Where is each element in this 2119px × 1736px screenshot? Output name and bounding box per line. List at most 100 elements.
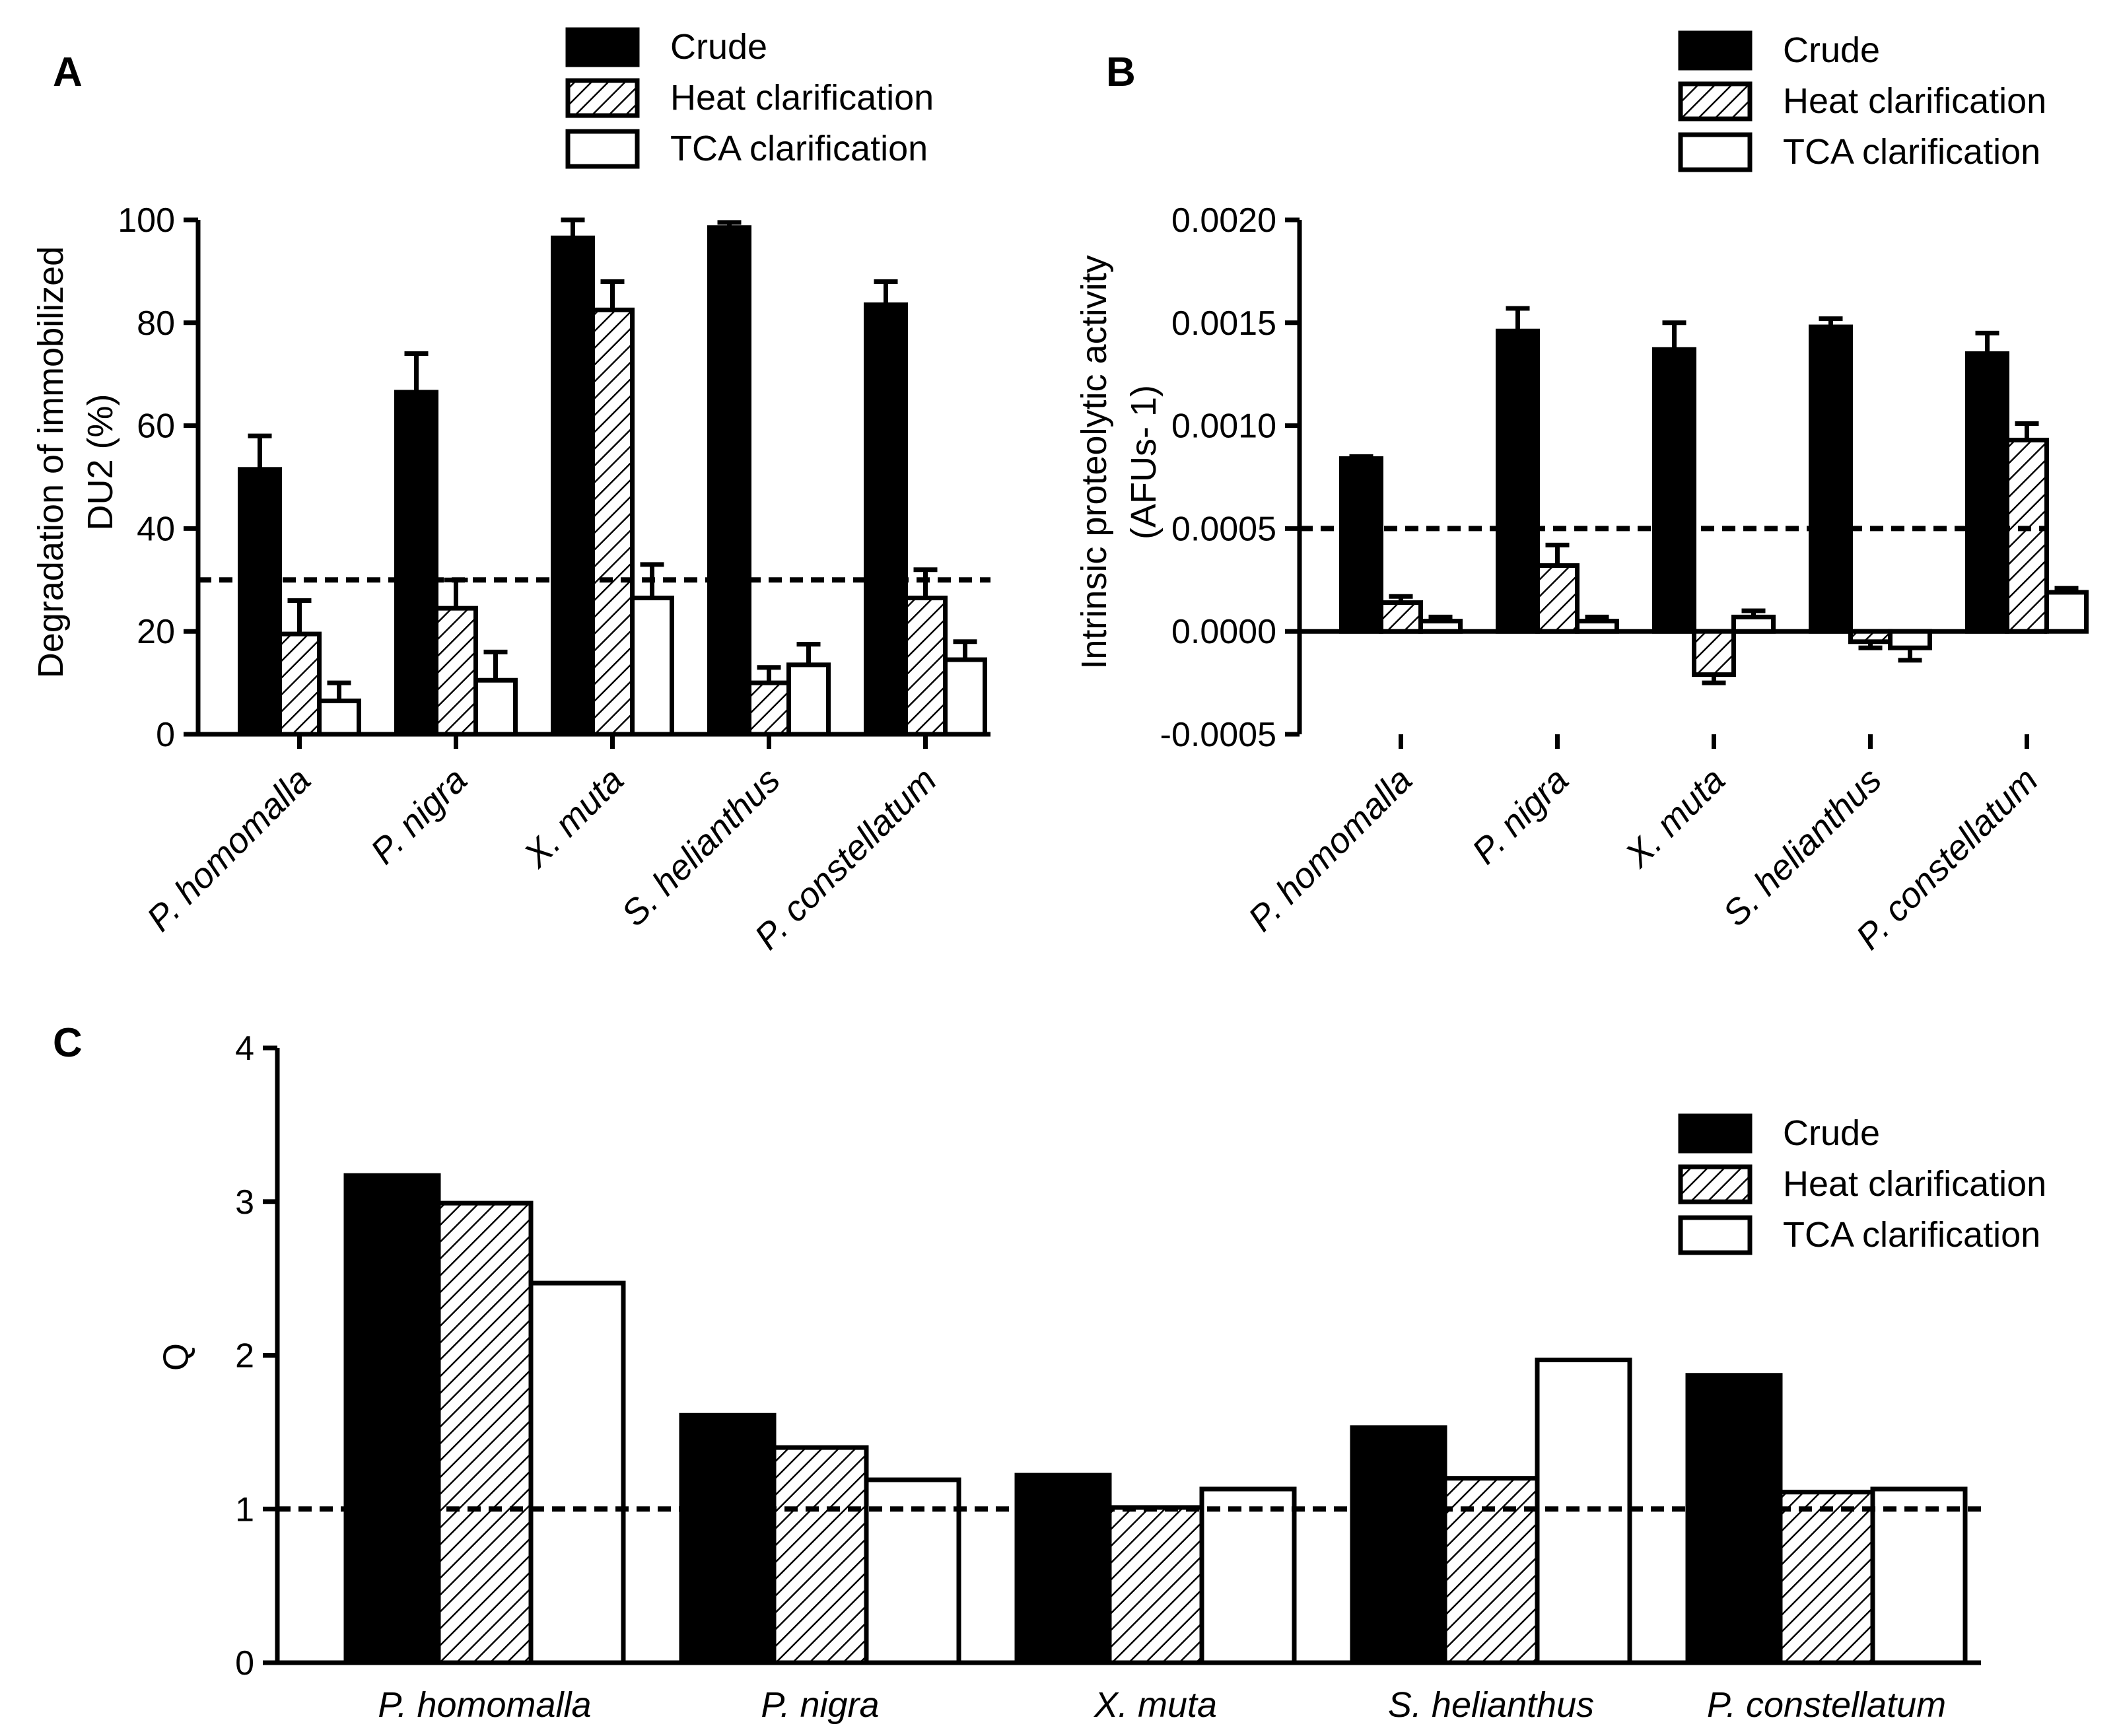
panel-c-category-label: S. helianthus	[1388, 1685, 1594, 1725]
panel-b-plot-area: -0.0005 0.0000 0.0005 0.0010 0.0015 0.0020 P. …	[1160, 201, 2089, 957]
panel-c-bar-crude-s-helianthus	[1350, 1425, 1447, 1665]
panel-c-bar-tca-clarification-p-homomalla	[528, 1280, 626, 1665]
panel-b-legend-swatch-heat-clarification	[1678, 81, 1753, 122]
panel-b-bar-crude-s-helianthus	[1809, 324, 1853, 634]
panel-a-y-tick-label: 60	[137, 407, 175, 446]
panel-a-y-axis-title-line: Degradation of immobilized	[31, 246, 71, 678]
panel-a-bar-crude-p-nigra	[394, 390, 438, 737]
panel-a-plot-area: 0 20 40 60 80 100 P. homomalla P. nigra X. mutaS…	[118, 201, 990, 957]
panel-b-chart: B Crude Heat clarification TCA clarificati…	[1074, 30, 2089, 957]
panel-c-chart: C Crude Heat clarification TCA clarificati…	[53, 1020, 2046, 1725]
panel-c-legend-swatch-heat-clarification	[1678, 1164, 1753, 1204]
panel-b-bar-tca-clarification-x-muta	[1731, 614, 1776, 634]
panel-b-y-tick-label: 0.0015	[1171, 304, 1276, 343]
panel-a-bar-crude-p-constellatum	[864, 302, 908, 737]
panel-a-bar-crude-p-homomalla	[238, 467, 282, 737]
panel-b-legend-swatch-crude	[1678, 30, 1753, 71]
panel-a-bar-tca-clarification-s-helianthus	[786, 662, 831, 737]
panel-c-category-label: P. constellatum	[1707, 1685, 1946, 1725]
panel-c-bar-crude-x-muta	[1014, 1473, 1112, 1665]
panel-c-label: C	[53, 1020, 83, 1066]
panel-c-category-label: P. nigra	[761, 1685, 879, 1725]
panel-a-chart: A Crude Heat clarification TCA clarificati…	[31, 27, 990, 957]
panel-b-category-label: P. nigra	[1465, 760, 1576, 872]
panel-b-bar-tca-clarification-p-homomalla	[1418, 619, 1463, 634]
panel-a-bar-heat-clarification-p-nigra	[434, 606, 478, 737]
panel-c-category-label: X. muta	[1093, 1685, 1217, 1725]
panel-b-bar-heat-clarification-s-helianthus	[1848, 629, 1893, 644]
panel-c-bar-crude-p-constellatum	[1685, 1373, 1783, 1665]
panel-b-y-axis-title: Intrinsic proteolytic activity (AFUs- 1)	[1074, 255, 1164, 669]
panel-c-bar-tca-clarification-p-constellatum	[1870, 1486, 1968, 1665]
panel-c-bar-heat-clarification-p-constellatum	[1778, 1490, 1875, 1665]
panel-c-bar-heat-clarification-p-homomalla	[436, 1200, 534, 1665]
panel-b-bar-crude-p-constellatum	[1965, 351, 2009, 634]
panel-b-y-tick-label: 0.0020	[1171, 201, 1276, 240]
panel-a-legend-swatch-tca-clarification	[565, 129, 640, 169]
panel-a-y-tick-label: 80	[137, 304, 175, 343]
panel-b-bar-tca-clarification-s-helianthus	[1888, 629, 1932, 650]
panel-c-y-axis-title: Q	[156, 1343, 196, 1371]
panel-a-category-label: S. helianthus	[614, 760, 788, 934]
panel-a-y-axis-title-line: DU2 (%)	[81, 394, 120, 530]
panel-b-y-tick-label: -0.0005	[1160, 716, 1276, 754]
panel-b-bar-heat-clarification-x-muta	[1692, 629, 1736, 677]
panel-b-bar-heat-clarification-p-homomalla	[1379, 600, 1423, 634]
panel-c-legend-label-crude: Crude	[1783, 1113, 1880, 1153]
panel-b-y-tick-label: 0.0000	[1171, 613, 1276, 651]
panel-a-bar-heat-clarification-s-helianthus	[747, 680, 791, 737]
panel-b-bar-heat-clarification-p-nigra	[1535, 563, 1580, 634]
panel-c-legend-label-tca-clarification: TCA clarification	[1783, 1215, 2040, 1255]
panel-c-y-axis-title: Q	[156, 1343, 196, 1371]
panel-c-legend-swatch-tca-clarification	[1678, 1215, 1753, 1255]
panel-a-bar-heat-clarification-p-homomalla	[277, 631, 322, 737]
panel-c-bar-crude-p-nigra	[679, 1412, 777, 1665]
panel-c-bar-crude-p-homomalla	[343, 1173, 441, 1665]
panel-a-bar-crude-s-helianthus	[707, 225, 751, 737]
panel-b-bar-tca-clarification-p-constellatum	[2044, 590, 2089, 634]
panel-b-bar-tca-clarification-p-nigra	[1575, 619, 1619, 634]
panel-a-bar-crude-x-muta	[551, 235, 595, 737]
panel-b-category-label: S. helianthus	[1716, 760, 1889, 934]
panel-b-label: B	[1106, 50, 1136, 95]
panel-b-legend-swatch-tca-clarification	[1678, 132, 1753, 172]
panel-a-bar-tca-clarification-x-muta	[630, 596, 674, 737]
panel-b-legend-label-heat-clarification: Heat clarification	[1783, 81, 2046, 121]
panel-a-category-label: P. homomalla	[139, 760, 318, 939]
panel-c-legend-swatch-crude	[1678, 1113, 1753, 1154]
panel-a-bar-heat-clarification-x-muta	[590, 307, 635, 737]
panel-c-y-tick-label: 3	[235, 1183, 254, 1222]
panel-a-category-label: P. nigra	[363, 760, 475, 872]
panel-a-bar-tca-clarification-p-nigra	[473, 677, 518, 737]
panel-b-legend-label-crude: Crude	[1783, 30, 1880, 70]
panel-c-y-tick-label: 2	[235, 1337, 254, 1375]
panel-c-y-tick-label: 4	[235, 1029, 254, 1068]
panel-c-category-label: P. homomalla	[378, 1685, 591, 1725]
panel-b-bar-heat-clarification-p-constellatum	[2005, 437, 2049, 634]
panel-a-legend-swatch-heat-clarification	[565, 78, 640, 118]
panel-c-bar-tca-clarification-x-muta	[1199, 1486, 1297, 1665]
panel-b-y-axis-title-line: Intrinsic proteolytic activity	[1074, 255, 1114, 669]
panel-c-plot-area: 0 1 2 3 4 P. homomalla P. nigra X. muta S. helia…	[235, 1029, 1981, 1725]
panel-a-bar-heat-clarification-p-constellatum	[903, 596, 948, 737]
panel-b-bar-crude-p-nigra	[1496, 328, 1540, 634]
panel-a-y-tick-label: 100	[118, 201, 175, 240]
panel-a-legend-label-tca-clarification: TCA clarification	[670, 129, 928, 168]
panel-c-y-tick-label: 1	[235, 1490, 254, 1529]
panel-a-legend: Crude Heat clarification TCA clarification	[565, 27, 934, 169]
panel-c-legend-label-heat-clarification: Heat clarification	[1783, 1164, 2046, 1204]
panel-c-y-tick-label: 0	[235, 1644, 254, 1683]
panel-b-bar-crude-x-muta	[1652, 347, 1696, 634]
panel-b-y-tick-label: 0.0005	[1171, 510, 1276, 548]
panel-b-y-tick-label: 0.0010	[1171, 407, 1276, 446]
panel-a-y-tick-label: 20	[137, 613, 175, 651]
panel-a-label: A	[53, 50, 83, 95]
panel-a-y-axis-title: Degradation of immobilized DU2 (%)	[31, 246, 120, 678]
panel-b-bar-crude-p-homomalla	[1339, 456, 1383, 634]
panel-a-bar-tca-clarification-p-constellatum	[943, 657, 987, 737]
panel-a-legend-label-crude: Crude	[670, 27, 767, 67]
panel-b-category-label: X. muta	[1617, 760, 1733, 876]
panel-c-bar-heat-clarification-p-nigra	[771, 1445, 869, 1665]
panel-b-legend-label-tca-clarification: TCA clarification	[1783, 132, 2040, 172]
